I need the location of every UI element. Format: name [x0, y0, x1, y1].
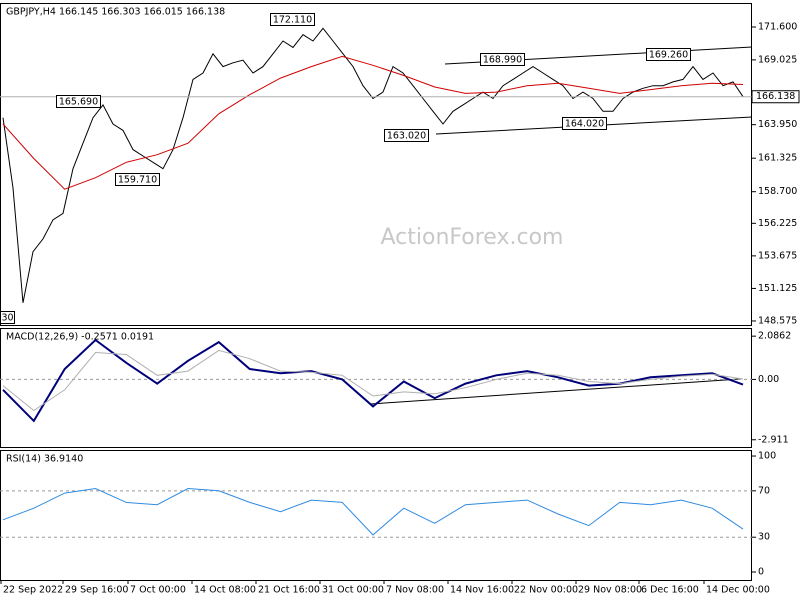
y-tick-label: 158.700: [758, 186, 797, 197]
annotation-label: 164.020: [565, 119, 604, 130]
y-tick-label: 151.125: [758, 283, 797, 294]
x-tick-label: 29 Nov 08:00: [578, 585, 642, 596]
y-tick-label: 171.600: [758, 22, 797, 33]
y-tick-label: 2.0862: [758, 331, 791, 342]
x-tick-label: 31 Oct 00:00: [322, 585, 384, 596]
annotation-label: 169.260: [649, 50, 688, 61]
annotation-label: 163.020: [387, 131, 426, 142]
y-tick-label: 70: [758, 485, 770, 496]
watermark: ActionForex.com: [381, 225, 564, 250]
y-tick-label: 30: [758, 532, 770, 543]
annotation-box: [270, 13, 315, 26]
x-tick-label: 14 Dec 00:00: [706, 585, 770, 596]
y-tick-label: 148.575: [758, 315, 797, 326]
x-tick-label: 21 Oct 16:00: [258, 585, 320, 596]
y-tick-label: 0.00: [758, 374, 779, 385]
x-tick-label: 7 Oct 00:00: [130, 585, 186, 596]
annotation-box: [56, 95, 101, 108]
annotation-box: [0, 311, 15, 324]
annotation-label: 165.690: [59, 97, 98, 108]
panel-frame: [0, 328, 752, 448]
annotation-box: [115, 173, 160, 186]
series-line: [2, 27, 744, 303]
x-tick-label: 22 Nov 00:00: [514, 585, 578, 596]
x-tick-label: 6 Dec 16:00: [641, 585, 699, 596]
x-tick-label: 29 Sep 16:00: [65, 585, 128, 596]
y-tick-label: -2.911: [758, 434, 789, 445]
annotation-box: [646, 48, 691, 61]
x-tick-label: 7 Nov 08:00: [386, 585, 444, 596]
panel-title: RSI(14) 36.9140: [6, 454, 83, 465]
annotation-box: [384, 129, 429, 142]
y-tick-label: 153.675: [758, 250, 797, 261]
panel-title: MACD(12,26,9) -0.2571 0.0191: [6, 332, 154, 343]
series-line: [2, 55, 744, 190]
y-tick-label: 0: [758, 566, 764, 577]
panel-title: GBPJPY,H4 166.145 166.303 166.015 166.13…: [6, 7, 225, 18]
annotation-label: 172.110: [273, 15, 312, 26]
y-tick-label: 100: [758, 451, 776, 462]
annotation-label: 159.710: [118, 175, 157, 186]
y-tick-label: 161.325: [758, 153, 797, 164]
y-tick-label: 163.950: [758, 119, 797, 130]
current-price-box: [751, 90, 800, 104]
annotation-label: 168.990: [483, 55, 522, 66]
x-tick-label: 14 Nov 16:00: [450, 585, 514, 596]
y-tick-label: 169.025: [758, 54, 797, 65]
series-line: [2, 349, 744, 412]
current-price-label: 166.138: [756, 91, 795, 102]
annotation-label: 30: [1, 313, 13, 324]
annotation-box: [562, 117, 607, 130]
series-line: [2, 487, 744, 536]
annotation-box: [480, 53, 525, 66]
panel-frame: [0, 3, 752, 326]
x-tick-label: 22 Sep 2022: [3, 585, 63, 596]
y-tick-label: 156.225: [758, 218, 797, 229]
trend-line: [369, 378, 741, 405]
panel-frame: [0, 450, 752, 581]
x-tick-label: 14 Oct 08:00: [194, 585, 256, 596]
